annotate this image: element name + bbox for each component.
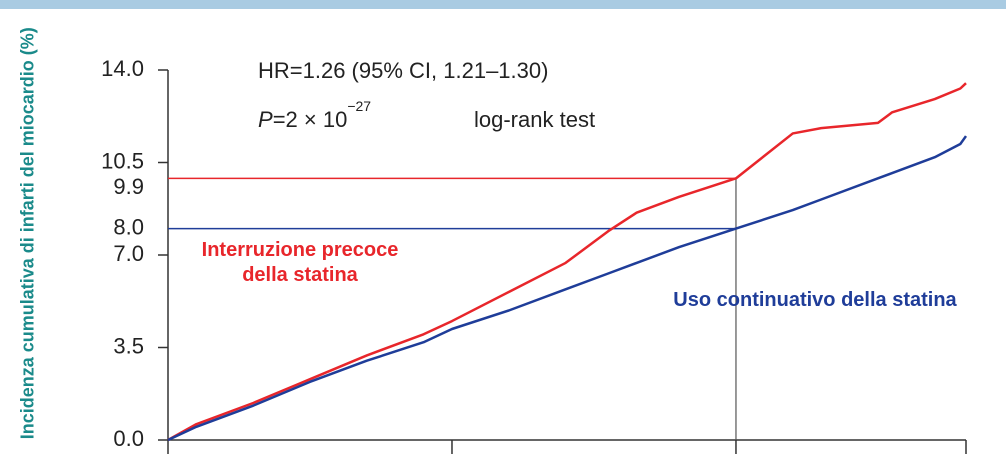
y-tick-label: 10.5 bbox=[101, 148, 144, 173]
y-axis-label: Incidenza cumulativa di infarti del mioc… bbox=[17, 27, 38, 440]
series-line bbox=[167, 82, 967, 442]
y-tick-label: 0.0 bbox=[113, 426, 144, 451]
series-label: Uso continuativo della statina bbox=[673, 289, 957, 311]
annotation: log-rank test bbox=[474, 107, 595, 132]
top-bar bbox=[0, 0, 1006, 9]
annotation: HR=1.26 (95% CI, 1.21–1.30) bbox=[258, 58, 548, 83]
y-tick-label: 3.5 bbox=[113, 333, 144, 358]
annotation: P=2 × 10−27 bbox=[258, 98, 371, 132]
y-tick-label: 14.0 bbox=[101, 56, 144, 81]
annotation-part: P bbox=[258, 107, 273, 132]
reference-label: 9.9 bbox=[113, 174, 144, 199]
y-tick-label: 7.0 bbox=[113, 241, 144, 266]
series-line bbox=[167, 135, 968, 442]
reference-label: 8.0 bbox=[113, 214, 144, 239]
annotation-part: −27 bbox=[347, 98, 371, 114]
series-label: Interruzione precoce della statina bbox=[201, 239, 399, 286]
annotation-part: =2 × 10 bbox=[273, 107, 348, 132]
